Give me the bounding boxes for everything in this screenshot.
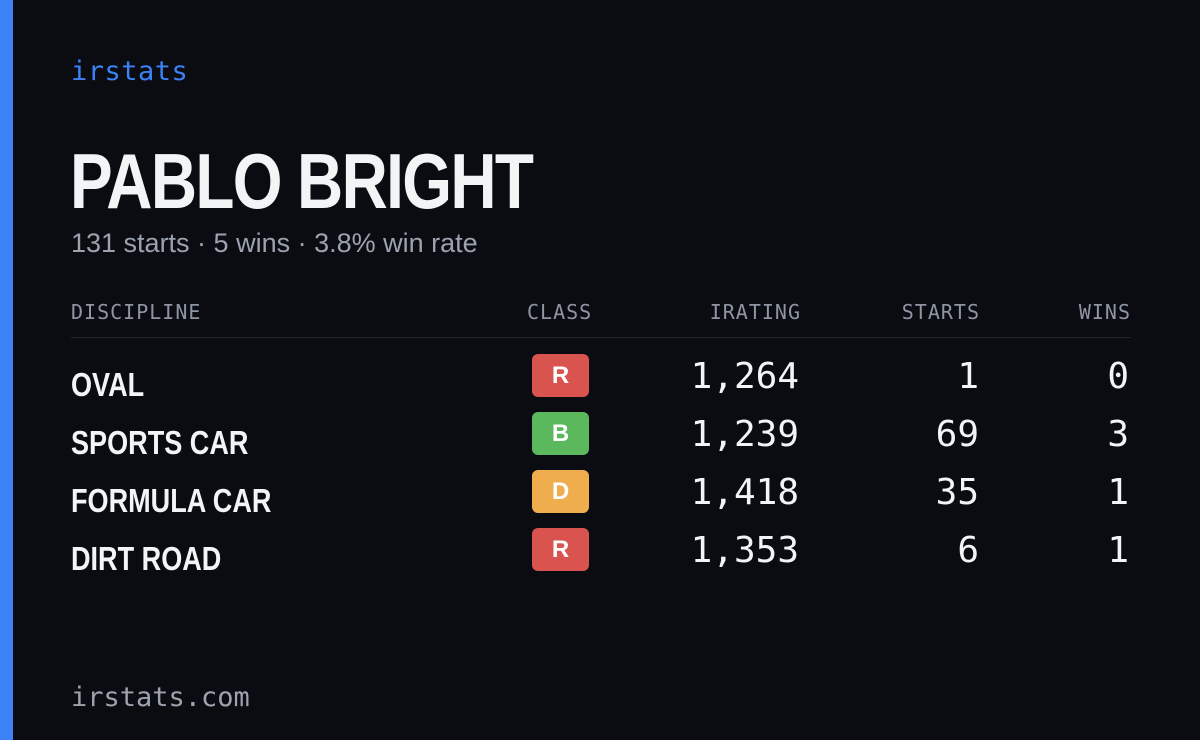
class-badge: B [532, 412, 589, 455]
irating-value: 1,353 [690, 530, 799, 571]
header-wins: WINS [1078, 300, 1131, 324]
irating-value: 1,264 [690, 356, 799, 397]
header-discipline: DISCIPLINE [71, 300, 202, 324]
discipline-name: FORMULA CAR [71, 482, 272, 519]
header-starts: STARTS [901, 300, 980, 324]
accent-bar [0, 0, 13, 740]
starts-value: 1 [957, 356, 979, 397]
class-badge: D [532, 470, 589, 513]
driver-summary: 131 starts · 5 wins · 3.8% win rate [71, 228, 478, 258]
table-row: OVAL R 1,264 1 0 [71, 354, 1131, 412]
wins-value: 0 [1107, 356, 1129, 397]
class-badge: R [532, 354, 589, 397]
discipline-name: SPORTS CAR [71, 424, 249, 461]
wins-value: 3 [1107, 414, 1129, 455]
table-header: DISCIPLINE CLASS IRATING STARTS WINS [71, 296, 1131, 338]
starts-value: 35 [935, 472, 979, 513]
header-class: CLASS [527, 300, 593, 324]
header-irating: IRATING [709, 300, 801, 324]
driver-name: PABLO BRIGHT [70, 137, 534, 225]
footer-url: irstats.com [71, 682, 250, 713]
irating-value: 1,239 [690, 414, 799, 455]
wins-value: 1 [1107, 530, 1129, 571]
table-row: FORMULA CAR D 1,418 35 1 [71, 470, 1131, 528]
starts-value: 6 [957, 530, 979, 571]
table-row: DIRT ROAD R 1,353 6 1 [71, 528, 1131, 586]
discipline-name: DIRT ROAD [71, 540, 222, 577]
wins-value: 1 [1107, 472, 1129, 513]
starts-value: 69 [935, 414, 979, 455]
irating-value: 1,418 [690, 472, 799, 513]
brand-logo: irstats [71, 56, 189, 87]
table-body: OVAL R 1,264 1 0 SPORTS CAR B 1,239 69 3… [71, 354, 1131, 586]
discipline-table: DISCIPLINE CLASS IRATING STARTS WINS OVA… [71, 296, 1131, 586]
table-row: SPORTS CAR B 1,239 69 3 [71, 412, 1131, 470]
discipline-name: OVAL [71, 366, 145, 403]
class-badge: R [532, 528, 589, 571]
